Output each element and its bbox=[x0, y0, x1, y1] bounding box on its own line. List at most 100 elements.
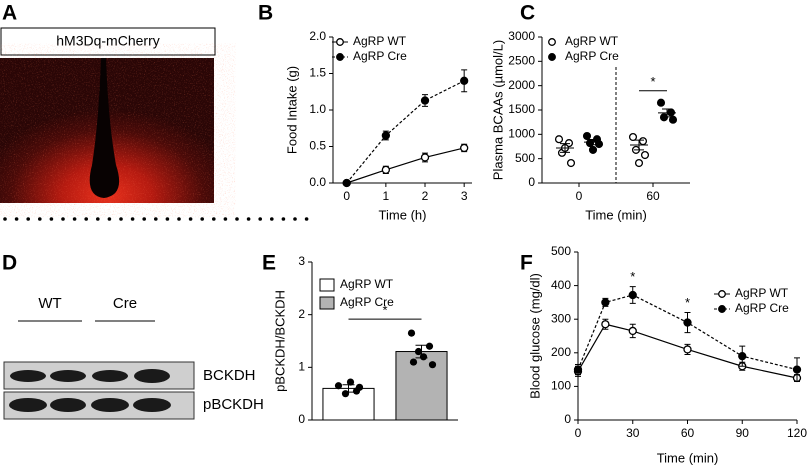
dot bbox=[3, 217, 7, 221]
dot bbox=[96, 217, 100, 221]
dot bbox=[119, 217, 123, 221]
y-tick-label: 0 bbox=[298, 412, 305, 426]
legend-marker bbox=[548, 38, 556, 46]
legend-marker bbox=[718, 290, 726, 298]
marker bbox=[460, 143, 469, 153]
x-tick-label: 90 bbox=[736, 426, 750, 440]
dot bbox=[61, 217, 65, 221]
ventricle bbox=[89, 58, 120, 198]
marker bbox=[460, 76, 469, 85]
y-tick-label: 2500 bbox=[508, 54, 535, 68]
y-tick-label: 1.0 bbox=[309, 102, 326, 116]
y-tick-label: 3 bbox=[298, 254, 305, 268]
point bbox=[341, 390, 350, 398]
point bbox=[628, 132, 638, 142]
blot-bands bbox=[9, 369, 171, 412]
annotation: * bbox=[650, 74, 655, 89]
dot bbox=[142, 217, 146, 221]
panel-letter: C bbox=[520, 2, 535, 25]
y-axis-label: Blood glucose (mg/dl) bbox=[527, 273, 542, 399]
y-tick-label: 1.5 bbox=[309, 66, 326, 80]
y-tick-label: 300 bbox=[551, 311, 571, 325]
image-label: hM3Dq-mCherry bbox=[56, 33, 159, 49]
legend-label: AgRP Cre bbox=[353, 49, 407, 63]
y-tick-label: 100 bbox=[551, 379, 571, 393]
row-label: BCKDH bbox=[203, 367, 256, 384]
panel-letter: B bbox=[258, 2, 273, 25]
y-tick-label: 500 bbox=[551, 244, 571, 258]
legend-label: AgRP WT bbox=[735, 286, 789, 300]
group-label: WT bbox=[38, 295, 61, 312]
x-tick-label: 0 bbox=[575, 426, 582, 440]
point bbox=[346, 378, 355, 386]
x-tick-label: 2 bbox=[422, 189, 429, 203]
point bbox=[634, 158, 644, 168]
dot bbox=[281, 217, 286, 221]
x-tick-label: 1 bbox=[383, 189, 390, 203]
y-tick-label: 0.0 bbox=[309, 175, 326, 189]
annotation: * bbox=[630, 269, 635, 284]
error-bar bbox=[662, 108, 672, 118]
marker bbox=[628, 326, 637, 336]
legend-label: AgRP Cre bbox=[565, 49, 619, 63]
legend-swatch bbox=[319, 278, 335, 292]
series-line bbox=[577, 323, 798, 379]
x-axis-label: Time (min) bbox=[585, 207, 647, 222]
series-line bbox=[346, 147, 465, 184]
bar bbox=[395, 351, 448, 421]
y-tick-label: 0 bbox=[564, 412, 571, 426]
legend-marker bbox=[336, 53, 344, 61]
y-tick-label: 500 bbox=[515, 151, 535, 165]
row-label: pBCKDH bbox=[203, 396, 264, 413]
legend-marker bbox=[336, 38, 344, 46]
x-tick-label: 0 bbox=[343, 189, 350, 203]
dot bbox=[304, 217, 309, 221]
dot bbox=[223, 217, 228, 221]
y-tick-label: 2.0 bbox=[309, 29, 326, 43]
marker bbox=[420, 153, 430, 162]
panel-a: A hM3Dq-mCherry bbox=[0, 2, 309, 221]
point bbox=[566, 158, 576, 168]
marker bbox=[738, 352, 747, 361]
point bbox=[355, 383, 364, 391]
point bbox=[656, 98, 666, 107]
y-tick-label: 3000 bbox=[508, 29, 535, 43]
y-axis-label: Food Intake (g) bbox=[284, 66, 299, 154]
y-tick-label: 1 bbox=[298, 360, 305, 374]
marker bbox=[381, 131, 391, 140]
point bbox=[414, 347, 423, 356]
y-tick-label: 2 bbox=[298, 307, 305, 321]
point bbox=[407, 329, 416, 337]
x-axis-label: Time (h) bbox=[379, 207, 427, 222]
dot bbox=[246, 217, 251, 221]
dot bbox=[38, 217, 42, 221]
dot bbox=[107, 217, 112, 221]
point bbox=[554, 135, 564, 144]
dot bbox=[270, 217, 274, 221]
legend-label: AgRP WT bbox=[340, 277, 394, 291]
dot bbox=[14, 217, 19, 221]
legend-label: AgRP WT bbox=[565, 34, 619, 48]
x-tick-label: 60 bbox=[681, 426, 695, 440]
x-tick-label: 30 bbox=[626, 426, 640, 440]
group-label: Cre bbox=[113, 295, 137, 312]
point bbox=[582, 131, 592, 141]
x-tick-label: 0 bbox=[576, 189, 583, 203]
dot bbox=[165, 217, 170, 221]
panel-letter: F bbox=[520, 252, 533, 275]
marker bbox=[683, 345, 692, 354]
x-tick-label: 3 bbox=[461, 189, 468, 203]
x-tick-label: 120 bbox=[787, 426, 807, 440]
point bbox=[585, 139, 595, 148]
dot bbox=[188, 217, 193, 221]
dot bbox=[49, 217, 54, 221]
dot bbox=[235, 217, 239, 221]
dot bbox=[258, 217, 263, 221]
dot-row bbox=[3, 217, 309, 221]
marker bbox=[601, 320, 610, 329]
panel-letter: E bbox=[262, 252, 276, 275]
legend-label: AgRP Cre bbox=[735, 301, 789, 315]
dot bbox=[154, 217, 158, 221]
marker bbox=[420, 96, 430, 105]
marker bbox=[601, 298, 610, 307]
